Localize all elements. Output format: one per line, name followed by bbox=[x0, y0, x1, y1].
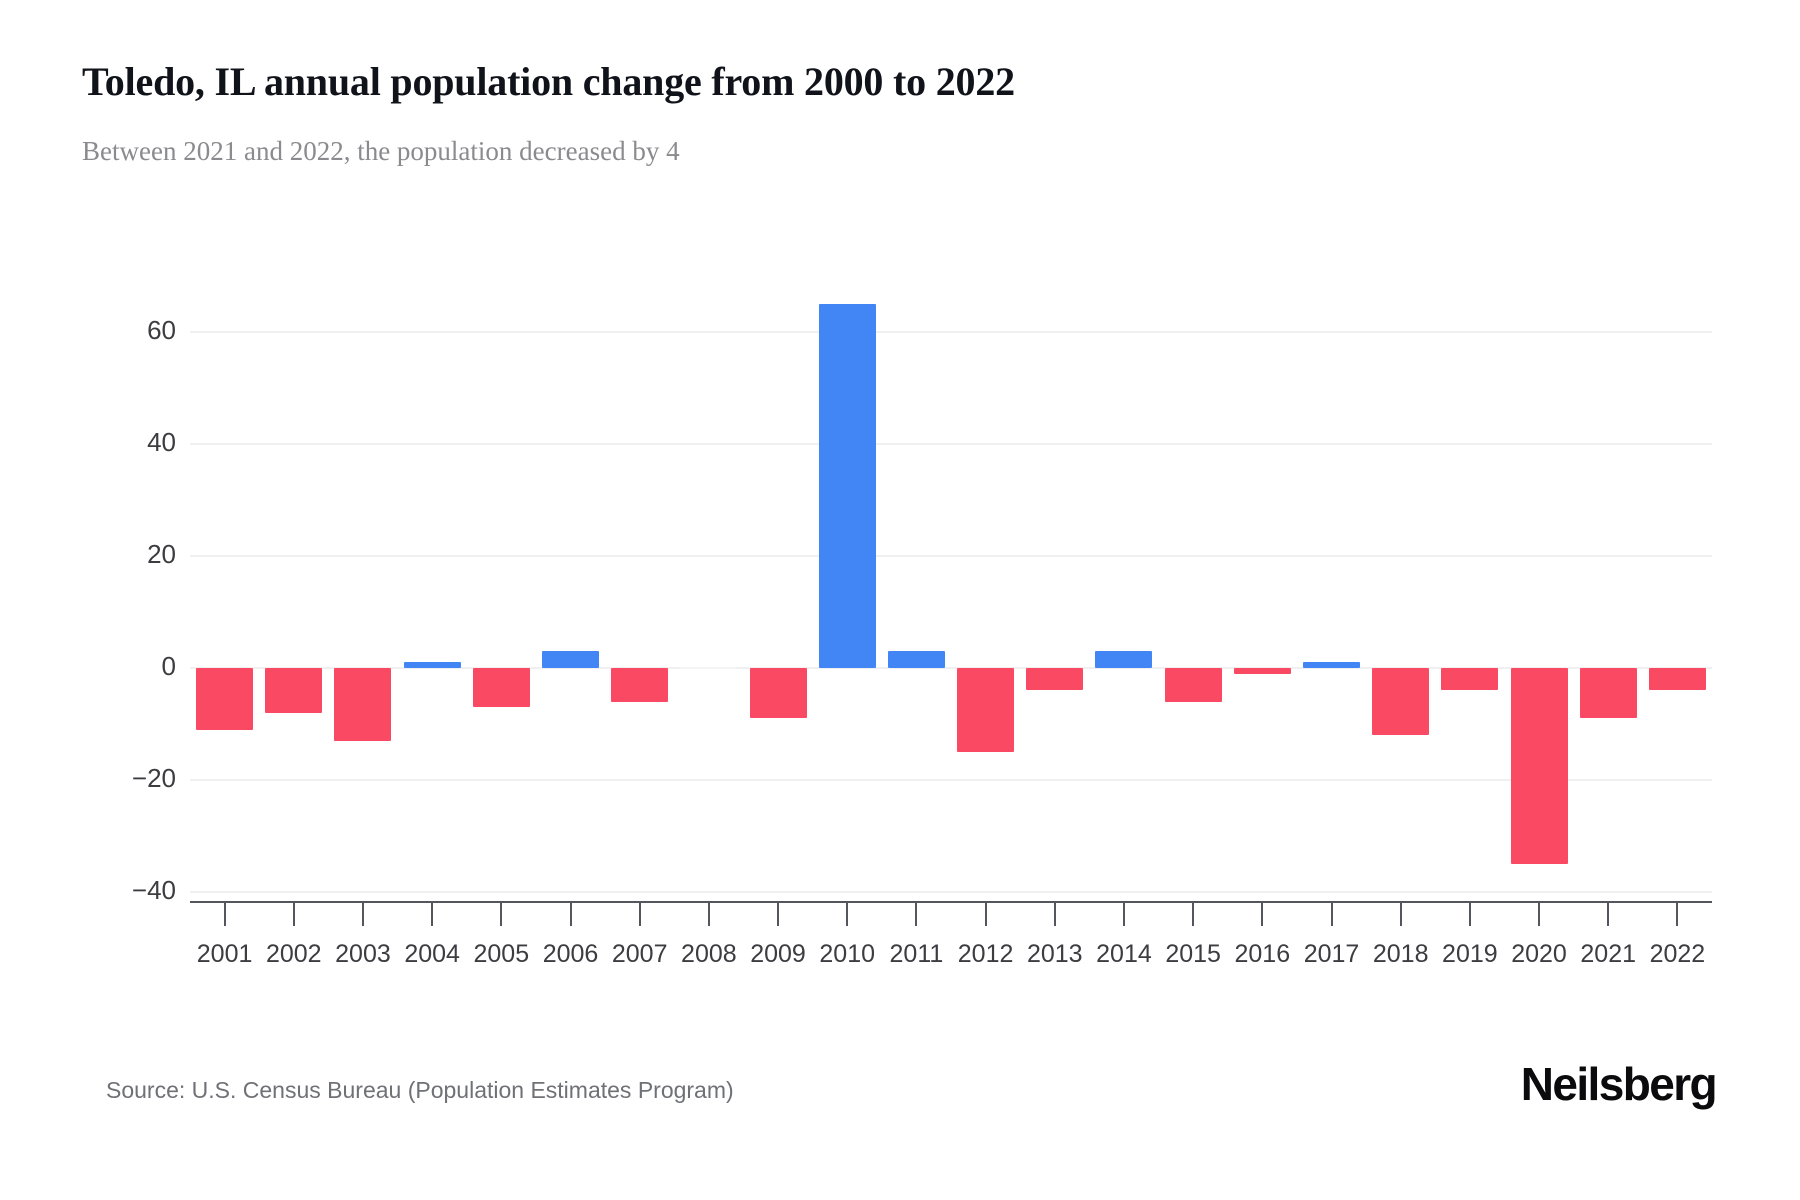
x-axis-tick-label-2019: 2019 bbox=[1442, 940, 1498, 968]
x-axis-tick-mark bbox=[361, 902, 364, 926]
x-axis-tick-mark bbox=[707, 902, 710, 926]
x-axis-tick-label-2010: 2010 bbox=[819, 940, 876, 968]
x-axis-tick-mark bbox=[1538, 902, 1541, 926]
brand-logo: Neilsberg bbox=[1520, 1058, 1718, 1110]
plot-area: 60 40 20 0 −20 −40 2001 2002 2003 2004 2005 2006 20… bbox=[132, 252, 1712, 968]
y-axis-tick-label: −20 bbox=[131, 763, 176, 793]
chart-subtitle: Between 2021 and 2022, the population de… bbox=[82, 136, 680, 166]
x-axis-tick-mark bbox=[1261, 902, 1264, 926]
gridline bbox=[190, 331, 1712, 333]
bar-2019[interactable] bbox=[1441, 668, 1499, 691]
x-axis-line bbox=[190, 901, 1712, 903]
x-axis-tick-mark bbox=[638, 902, 641, 926]
bar-2006[interactable] bbox=[542, 651, 599, 668]
x-axis-tick-mark bbox=[915, 902, 918, 926]
x-axis-tick-label-2002: 2002 bbox=[265, 940, 322, 968]
x-axis-tick-label-2007: 2007 bbox=[611, 940, 668, 968]
x-axis-tick-mark bbox=[569, 902, 572, 926]
x-axis-tick-mark bbox=[1676, 902, 1679, 926]
bar-2009[interactable] bbox=[749, 668, 807, 719]
x-axis-tick-label-2016: 2016 bbox=[1234, 940, 1291, 968]
bar-2002[interactable] bbox=[265, 668, 323, 713]
bar-2013[interactable] bbox=[1026, 668, 1084, 691]
x-axis-tick-label-2005: 2005 bbox=[473, 940, 530, 968]
page-title: Toledo, IL annual population change from… bbox=[82, 59, 1015, 104]
x-axis-tick-mark bbox=[1053, 902, 1056, 926]
x-axis-tick-mark bbox=[1607, 902, 1610, 926]
x-axis-tick-label-2001: 2001 bbox=[196, 940, 253, 968]
gridline bbox=[190, 443, 1712, 445]
bar-2017[interactable] bbox=[1303, 662, 1360, 668]
x-axis-tick-mark bbox=[1122, 902, 1125, 926]
x-axis-tick-mark bbox=[777, 902, 780, 926]
bar-2020[interactable] bbox=[1510, 668, 1568, 864]
y-axis-tick-label: 20 bbox=[147, 539, 176, 569]
x-axis-tick-label-2003: 2003 bbox=[335, 940, 391, 968]
x-axis-tick-label-2004: 2004 bbox=[404, 940, 460, 968]
x-axis-tick-mark bbox=[846, 902, 849, 926]
x-axis-tick-mark bbox=[500, 902, 503, 926]
bar-2011[interactable] bbox=[887, 651, 945, 668]
x-axis-tick-mark bbox=[431, 902, 434, 926]
gridline bbox=[190, 555, 1712, 557]
gridline bbox=[190, 779, 1712, 781]
x-axis-tick-mark bbox=[1399, 902, 1402, 926]
x-axis-tick-label-2011: 2011 bbox=[889, 940, 944, 968]
bar-2016[interactable] bbox=[1233, 668, 1291, 674]
bar-2018[interactable] bbox=[1372, 668, 1430, 736]
bar-2021[interactable] bbox=[1579, 668, 1637, 719]
x-axis-tick-label-2014: 2014 bbox=[1096, 940, 1152, 968]
bar-2005[interactable] bbox=[472, 668, 530, 708]
x-axis-tick-label-2012: 2012 bbox=[957, 940, 1014, 968]
x-axis-tick-mark bbox=[1192, 902, 1195, 926]
bar-2015[interactable] bbox=[1164, 668, 1222, 702]
bar-2022[interactable] bbox=[1648, 668, 1706, 691]
gridline bbox=[190, 667, 1712, 669]
x-axis-tick-mark bbox=[984, 902, 987, 926]
x-axis-tick-mark bbox=[1330, 902, 1333, 926]
gridline bbox=[190, 891, 1712, 893]
y-axis-tick-label: −40 bbox=[131, 875, 176, 905]
bar-2010[interactable] bbox=[818, 304, 876, 668]
x-axis-tick-label-2017: 2017 bbox=[1303, 940, 1360, 968]
x-axis-tick-label-2020: 2020 bbox=[1511, 940, 1567, 968]
bar-2008[interactable] bbox=[680, 667, 738, 669]
y-axis-tick-label: 0 bbox=[161, 651, 176, 681]
y-axis-tick-label: 40 bbox=[147, 427, 176, 457]
x-axis-tick-label-2018: 2018 bbox=[1372, 940, 1429, 968]
bar-2004[interactable] bbox=[403, 662, 461, 668]
bar-2003[interactable] bbox=[334, 668, 392, 741]
bar-2001[interactable] bbox=[196, 668, 254, 730]
source-note: Source: U.S. Census Bureau (Population E… bbox=[106, 1077, 734, 1103]
x-axis-tick-label-2022: 2022 bbox=[1649, 940, 1706, 968]
x-axis-tick-label-2015: 2015 bbox=[1165, 940, 1221, 968]
y-axis-tick-label: 60 bbox=[147, 315, 176, 345]
x-axis-tick-label-2006: 2006 bbox=[542, 940, 599, 968]
x-axis-tick-mark bbox=[223, 902, 226, 926]
x-axis-tick-mark bbox=[1468, 902, 1471, 926]
x-axis-tick-label-2013: 2013 bbox=[1026, 940, 1083, 968]
x-axis-tick-mark bbox=[292, 902, 295, 926]
bar-2007[interactable] bbox=[611, 668, 669, 702]
x-axis-tick-label-2009: 2009 bbox=[750, 940, 806, 968]
bar-2012[interactable] bbox=[957, 668, 1015, 752]
x-axis-tick-label-2021: 2021 bbox=[1580, 940, 1637, 968]
bar-2014[interactable] bbox=[1095, 651, 1153, 668]
x-axis-tick-label-2008: 2008 bbox=[681, 940, 737, 968]
